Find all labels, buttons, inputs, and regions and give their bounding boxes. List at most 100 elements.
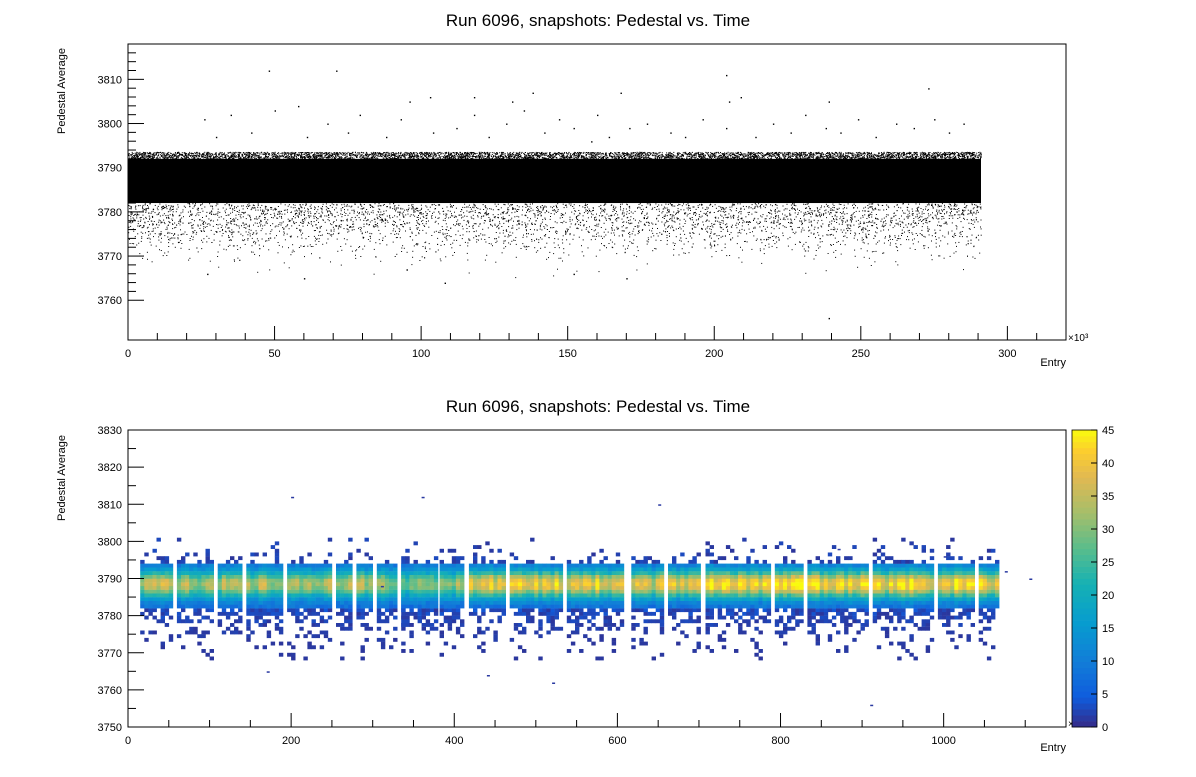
scatter-point <box>629 219 631 221</box>
scatter-point <box>241 211 243 213</box>
scatter-point <box>913 151 915 153</box>
scatter-point <box>292 207 294 209</box>
scatter-point <box>424 248 426 250</box>
scatter-point <box>914 249 916 250</box>
scatter-point <box>541 154 543 156</box>
scatter-point <box>575 157 577 159</box>
scatter-point <box>188 248 190 250</box>
scatter-point <box>822 223 824 225</box>
scatter-point <box>955 225 957 227</box>
scatter-point <box>924 245 926 247</box>
scatter-point <box>372 157 374 159</box>
scatter-point <box>468 155 469 157</box>
scatter-point <box>550 213 552 214</box>
scatter-point <box>741 261 743 263</box>
scatter-point <box>413 208 415 210</box>
scatter-point <box>204 151 206 153</box>
scatter-point <box>978 152 980 154</box>
scatter-point <box>270 208 272 210</box>
scatter-point <box>635 157 637 159</box>
scatter-point <box>199 219 201 221</box>
scatter-point <box>637 207 639 209</box>
scatter-point <box>330 223 331 225</box>
scatter-point <box>439 258 441 260</box>
scatter-point <box>159 249 160 251</box>
scatter-point <box>335 154 336 156</box>
scatter-point <box>723 156 724 158</box>
scatter-point <box>603 245 605 246</box>
scatter-point <box>454 152 455 154</box>
scatter-point <box>229 244 231 246</box>
scatter-point <box>870 265 872 266</box>
scatter-point <box>420 204 422 206</box>
scatter-point <box>686 215 688 217</box>
scatter-point <box>451 247 453 249</box>
scatter-point <box>548 156 550 158</box>
scatter-point <box>927 157 929 159</box>
scatter-point <box>979 153 981 155</box>
scatter-point <box>231 232 233 234</box>
scatter-point <box>515 208 516 210</box>
scatter-point <box>129 221 131 223</box>
scatter-point <box>272 152 274 154</box>
scatter-point <box>443 213 445 215</box>
scatter-point <box>372 156 374 158</box>
scatter-point <box>483 222 485 224</box>
scatter-point <box>395 221 396 223</box>
scatter-point <box>908 212 910 214</box>
scatter-point <box>624 153 626 154</box>
scatter-point <box>527 210 528 212</box>
scatter-point <box>206 211 208 213</box>
scatter-point <box>374 218 376 220</box>
scatter-point <box>841 223 843 225</box>
scatter-point <box>375 256 377 258</box>
scatter-point <box>286 152 288 154</box>
scatter-point <box>197 225 199 227</box>
scatter-point <box>846 158 848 160</box>
scatter-point <box>462 154 464 156</box>
scatter-point <box>459 244 461 246</box>
scatter-point <box>482 158 484 160</box>
scatter-point <box>202 217 203 218</box>
scatter-point <box>508 153 510 155</box>
scatter-point <box>687 155 689 157</box>
scatter-point <box>574 152 576 154</box>
scatter-point <box>290 212 292 213</box>
scatter-point <box>283 152 285 154</box>
scatter-point <box>320 214 322 216</box>
scatter-point <box>729 155 731 156</box>
scatter-point <box>131 157 133 159</box>
scatter-point <box>278 157 280 159</box>
scatter-point <box>732 157 734 159</box>
scatter-point <box>346 218 348 220</box>
scatter-point <box>921 234 923 236</box>
scatter-point <box>832 244 834 245</box>
scatter-point <box>786 152 788 153</box>
scatter-point <box>320 152 322 154</box>
scatter-point <box>937 212 938 214</box>
scatter-point <box>780 152 782 154</box>
scatter-point <box>671 205 673 207</box>
scatter-point <box>536 206 537 208</box>
scatter-point <box>569 243 571 245</box>
scatter-point <box>262 225 264 227</box>
scatter-point <box>383 152 384 154</box>
scatter-point <box>382 155 384 157</box>
scatter-point <box>302 158 304 160</box>
scatter-point <box>572 206 574 207</box>
scatter-point <box>931 205 932 206</box>
scatter-point <box>925 206 927 208</box>
scatter-point <box>534 247 536 249</box>
scatter-point <box>347 225 349 226</box>
scatter-point <box>342 152 344 154</box>
scatter-point <box>267 219 269 221</box>
scatter-point <box>962 212 964 213</box>
scatter-point <box>940 240 942 242</box>
scatter-point <box>265 154 267 156</box>
scatter-point <box>371 157 373 159</box>
scatter-point <box>786 215 788 217</box>
scatter-point <box>393 224 395 226</box>
scatter-point <box>900 154 902 156</box>
scatter-point <box>390 233 392 235</box>
scatter-point <box>406 222 408 224</box>
